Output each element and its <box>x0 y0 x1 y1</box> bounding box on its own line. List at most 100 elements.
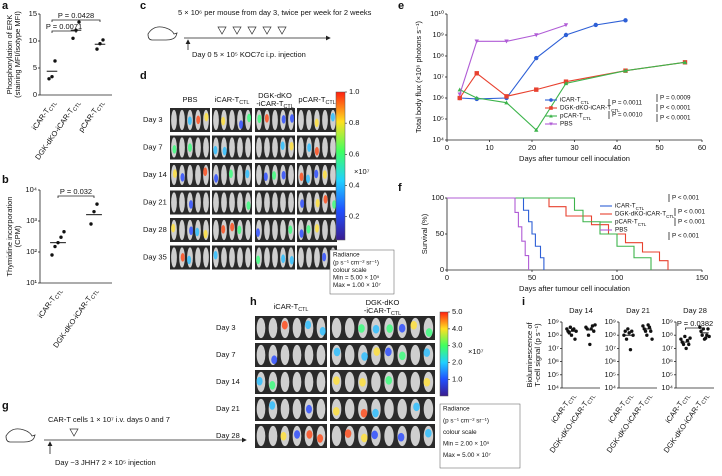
data-point <box>627 331 631 335</box>
data-point <box>622 333 626 337</box>
mouse <box>410 371 421 393</box>
data-point <box>457 95 462 101</box>
y-axis-label: (CPM) <box>13 225 22 247</box>
signal <box>214 174 219 183</box>
mouse <box>237 164 243 186</box>
y-tick-label: 10 <box>29 36 37 45</box>
signal <box>397 432 405 442</box>
mouse <box>221 247 227 268</box>
imaging-cell <box>170 135 210 160</box>
imaging-cell <box>297 108 337 132</box>
x-axis-label: Days after tumour cell inoculation <box>519 284 630 293</box>
y-tick-label: 10⁹ <box>547 317 559 326</box>
x-tick-label: 100 <box>611 273 624 282</box>
data-point <box>569 333 574 337</box>
mouse <box>298 247 304 268</box>
imaging-cell <box>212 108 252 132</box>
signal <box>195 227 200 237</box>
signal <box>373 347 381 356</box>
mouse <box>280 371 290 393</box>
mouse <box>304 344 314 366</box>
data-point <box>707 334 711 339</box>
signal <box>213 250 218 260</box>
data-point <box>643 329 648 333</box>
imaging-cell <box>255 397 327 421</box>
y-tick-label: 10⁴ <box>432 135 444 144</box>
significance-bracket <box>51 19 101 22</box>
p-value: P = 0.032 <box>60 187 92 196</box>
data-point <box>631 333 635 337</box>
signal <box>256 255 261 265</box>
mouse <box>256 344 266 366</box>
colorbar-legend-line: Radiance <box>333 252 360 259</box>
mouse <box>203 137 209 158</box>
colorbar-multiplier: ×10⁷ <box>468 347 484 356</box>
mouse <box>344 371 355 393</box>
mouse <box>179 192 185 213</box>
y-tick-label: 10⁴ <box>604 383 616 392</box>
mouse <box>410 425 421 447</box>
signal <box>213 145 218 155</box>
series-line <box>459 61 686 99</box>
protocol-text: Day 0 5 × 10⁵ KOC7c i.p. injection <box>192 50 306 59</box>
y-tick-label: 10⁸ <box>547 330 559 339</box>
data-point <box>628 347 633 352</box>
colorbar-legend-line: Max = 1.00 × 10⁷ <box>333 282 382 289</box>
signal <box>289 255 294 265</box>
signal <box>187 143 192 152</box>
signal <box>264 114 269 123</box>
colorbar-legend-line: Min = 5.00 × 10⁵ <box>333 274 380 281</box>
mouse <box>272 247 278 268</box>
data-point <box>649 329 653 333</box>
series-line <box>447 197 530 270</box>
data-point <box>62 230 66 234</box>
signal <box>272 171 277 180</box>
signal <box>221 224 226 234</box>
colorbar-tick-label: 1.0 <box>452 374 462 383</box>
signal <box>188 200 193 209</box>
data-point <box>92 209 96 214</box>
y-tick-label: 10⁷ <box>605 343 616 352</box>
signal <box>359 377 366 387</box>
data-point <box>574 329 578 333</box>
signal <box>172 145 177 154</box>
mouse <box>288 192 294 213</box>
signal <box>294 430 301 439</box>
y-tick-label: 15 <box>29 9 37 18</box>
mouse <box>292 398 302 420</box>
imaging-cell <box>255 190 295 215</box>
signal <box>203 167 208 177</box>
data-point <box>688 336 692 340</box>
p-value: P < 0.0001 <box>660 115 691 122</box>
colorbar-tick-label: 0.4 <box>349 180 359 189</box>
signal <box>425 328 433 337</box>
data-point <box>679 337 683 341</box>
data-point <box>47 77 51 81</box>
mouse <box>272 192 278 213</box>
signal <box>245 169 250 179</box>
mouse <box>292 371 302 393</box>
signal <box>255 228 260 237</box>
data-point <box>682 60 688 65</box>
imaging-cell <box>330 316 435 340</box>
data-point <box>706 327 710 331</box>
mouse <box>179 109 185 131</box>
mouse <box>213 109 219 131</box>
signal <box>305 320 312 330</box>
y-tick-label: 10⁴ <box>25 185 37 194</box>
y-tick-label: 10⁹ <box>604 317 616 326</box>
data-point <box>563 32 569 38</box>
mouse <box>187 164 193 186</box>
data-point <box>534 127 539 132</box>
data-point <box>683 334 687 339</box>
signal <box>398 323 406 333</box>
signal <box>180 253 185 262</box>
schematic-c <box>147 26 331 50</box>
imaging-cell <box>297 135 337 160</box>
mouse <box>245 247 251 268</box>
mouse <box>264 247 270 268</box>
mouse <box>229 247 235 268</box>
data-point <box>59 235 63 239</box>
signal <box>281 115 286 124</box>
colorbar-tick-label: 0.2 <box>349 212 359 221</box>
